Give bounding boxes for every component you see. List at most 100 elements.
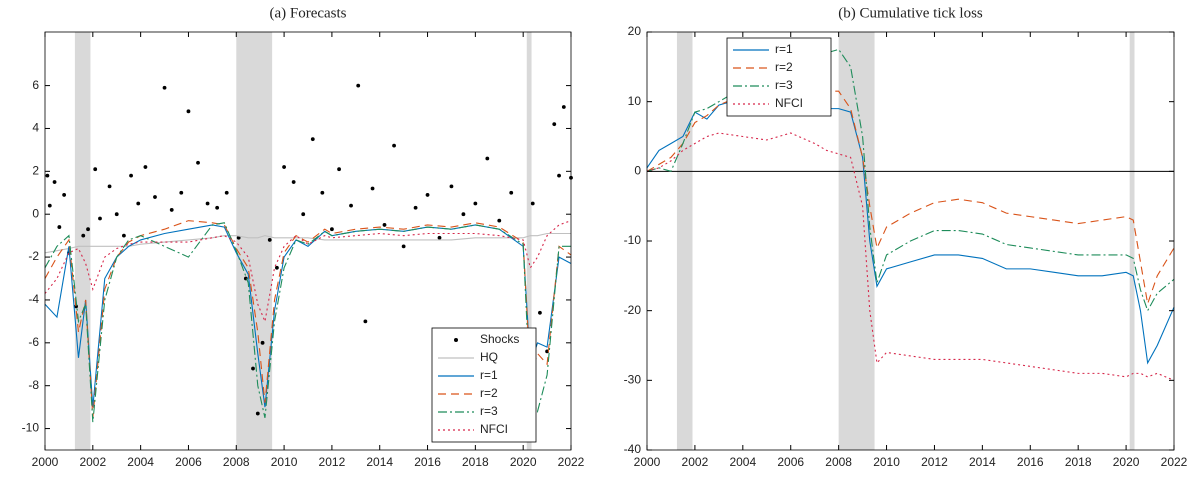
recession-band xyxy=(236,32,273,450)
shock-point xyxy=(62,193,67,197)
shock-point xyxy=(497,218,502,223)
y-tick-label: 2 xyxy=(32,164,39,178)
shock-point xyxy=(552,122,557,127)
legend-label: r=2 xyxy=(775,60,793,74)
shock-point xyxy=(413,205,418,210)
shock-point xyxy=(370,186,375,191)
legend-label: r=3 xyxy=(480,404,498,418)
shock-point xyxy=(107,184,112,189)
series-line xyxy=(646,87,1175,304)
shock-point xyxy=(449,184,454,189)
shock-point xyxy=(485,156,490,161)
legend: r=1 r=2 r=3 NFCI xyxy=(726,37,832,117)
shock-point xyxy=(401,244,406,249)
y-tick-label: -6 xyxy=(28,335,39,349)
y-tick-label: 0 xyxy=(32,206,39,220)
shock-point xyxy=(86,227,90,232)
legend-swatch xyxy=(454,338,458,342)
shock-point xyxy=(205,201,210,206)
shock-point xyxy=(169,208,174,212)
x-tick-label: 2006 xyxy=(777,455,804,469)
shock-point xyxy=(215,205,220,210)
shock-point xyxy=(349,203,353,208)
x-tick-label: 2014 xyxy=(366,455,393,469)
y-tick-label: -2 xyxy=(28,249,39,263)
recession-band xyxy=(74,32,91,450)
x-tick-label: 2022 xyxy=(558,455,585,469)
shock-point xyxy=(392,143,396,148)
shock-point xyxy=(45,173,50,178)
x-tick-label: 2018 xyxy=(462,455,489,469)
x-tick-label: 2002 xyxy=(79,455,106,469)
legend-label: Shocks xyxy=(480,332,519,346)
y-tick-label: -20 xyxy=(624,303,642,317)
shock-point xyxy=(129,173,133,178)
x-tick-label: 2012 xyxy=(319,455,346,469)
series-line xyxy=(44,222,571,423)
shock-point xyxy=(143,165,148,169)
shock-point xyxy=(93,167,98,172)
y-tick-label: -10 xyxy=(624,233,642,247)
shock-point xyxy=(275,265,279,270)
x-tick-label: 2022 xyxy=(1161,455,1188,469)
shock-point xyxy=(301,212,306,217)
shock-point xyxy=(267,238,272,242)
recession-band xyxy=(838,32,875,450)
panel: -10 -8 -6 -4 -2 0 2 4 6 2000 2002 2004 2006 2008 2010 2… xyxy=(22,5,585,469)
shock-point xyxy=(538,310,542,315)
shock-point xyxy=(52,180,57,184)
legend-label: r=1 xyxy=(480,368,498,382)
y-tick-label: 0 xyxy=(634,164,641,178)
shock-point xyxy=(330,227,334,232)
shock-point xyxy=(236,235,241,240)
y-tick-label: 6 xyxy=(32,78,39,92)
shock-point xyxy=(114,212,119,217)
series-line xyxy=(44,232,571,254)
chart-title: (a) Forecasts xyxy=(269,5,346,21)
shock-point xyxy=(57,225,62,229)
legend-label: NFCI xyxy=(775,96,803,110)
x-tick-label: 2010 xyxy=(271,455,298,469)
shock-point xyxy=(47,203,52,208)
shock-point xyxy=(260,340,265,345)
x-tick-label: 2016 xyxy=(414,455,441,469)
shock-point xyxy=(473,201,478,206)
legend-label: r=3 xyxy=(775,78,793,92)
legend-box xyxy=(431,327,537,443)
x-tick-label: 2014 xyxy=(969,455,996,469)
x-tick-label: 2004 xyxy=(729,455,756,469)
shock-point xyxy=(255,411,260,416)
x-tick-label: 2020 xyxy=(1113,455,1140,469)
shock-point xyxy=(356,83,361,88)
x-tick-label: 2004 xyxy=(127,455,154,469)
x-tick-label: 2008 xyxy=(223,455,250,469)
shock-point xyxy=(282,165,286,169)
shock-point xyxy=(136,201,141,206)
y-tick-label: -10 xyxy=(22,421,40,435)
legend-box xyxy=(726,37,832,117)
y-tick-label: -4 xyxy=(28,292,39,306)
shock-point xyxy=(310,137,315,142)
legend: Shocks HQ r=1 r=2 r=3 NFCI xyxy=(431,327,537,443)
shock-point xyxy=(461,212,466,217)
y-tick-label: 10 xyxy=(628,94,642,108)
plot-frame xyxy=(44,31,572,451)
series-line xyxy=(44,220,572,324)
shock-point xyxy=(179,190,184,195)
series-line xyxy=(646,132,1175,381)
x-tick-label: 2002 xyxy=(682,455,709,469)
y-tick-label: -30 xyxy=(624,373,642,387)
y-tick-label: 4 xyxy=(32,121,39,135)
y-tick-label: -8 xyxy=(28,378,39,392)
shock-point xyxy=(81,233,86,238)
recession-band xyxy=(1129,32,1135,450)
shock-point xyxy=(251,366,255,371)
shock-point xyxy=(561,105,566,109)
x-tick-label: 2020 xyxy=(510,455,537,469)
shock-point xyxy=(98,216,102,221)
x-tick-label: 2000 xyxy=(634,455,661,469)
x-tick-label: 2012 xyxy=(921,455,948,469)
shock-point xyxy=(162,85,167,90)
